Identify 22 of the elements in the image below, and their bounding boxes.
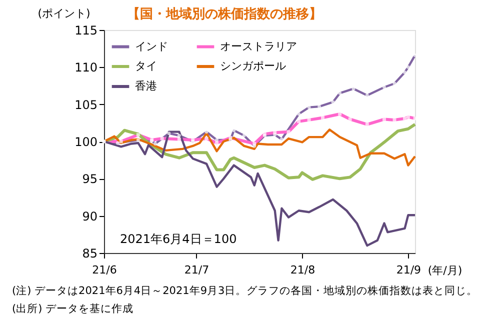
annotation: 2021年6月4日＝100: [120, 232, 237, 246]
text: (注) データは2021年6月4日～2021年9月3日。グラフの各国・地域別の株価指数は表と同じ。: [12, 284, 478, 297]
y-tick-label: 100: [74, 135, 98, 149]
y-tick-label: 85: [82, 246, 98, 260]
y-axis-title: (ポイント): [38, 7, 90, 20]
legend-label: インド: [135, 40, 168, 53]
x-tick-label: 21/6: [92, 264, 117, 276]
x-tick-label: 21/9: [396, 264, 422, 276]
text: (出所) データを基に作成: [12, 302, 134, 315]
legend-label: シンガポール: [220, 60, 286, 72]
legend-label: タイ: [135, 60, 157, 72]
x-tick-label: 21/7: [184, 264, 210, 276]
y-tick-label: 90: [82, 209, 98, 224]
legend-label: オーストラリア: [220, 40, 297, 53]
y-tick-label: 110: [74, 60, 98, 75]
y-tick-label: 115: [74, 24, 98, 38]
y-tick-label: 105: [74, 98, 98, 112]
y-tick-label: 95: [82, 172, 98, 186]
x-tick-label: 21/8: [290, 264, 316, 276]
legend-label: 香港: [135, 80, 157, 92]
chart-title: 【国・地域別の株価指数の推移】: [127, 6, 322, 22]
x-axis-title: (年/月): [428, 264, 462, 277]
